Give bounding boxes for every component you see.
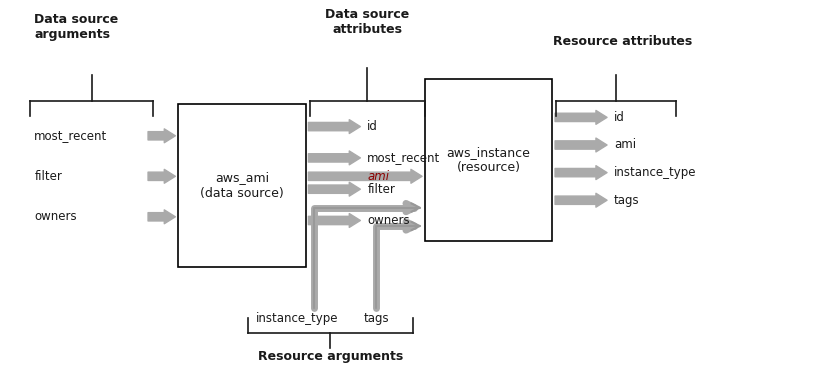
FancyArrowPatch shape (555, 193, 607, 207)
FancyArrowPatch shape (148, 210, 176, 224)
FancyBboxPatch shape (178, 105, 305, 266)
Text: filter: filter (35, 170, 62, 183)
FancyArrowPatch shape (555, 138, 607, 152)
FancyArrowPatch shape (148, 169, 176, 183)
FancyArrowPatch shape (309, 182, 361, 196)
Text: most_recent: most_recent (367, 151, 441, 164)
FancyArrowPatch shape (309, 119, 361, 134)
FancyArrowPatch shape (309, 214, 361, 227)
Text: ami: ami (614, 138, 636, 151)
FancyArrowPatch shape (148, 129, 176, 143)
Text: Resource arguments: Resource arguments (257, 350, 403, 363)
FancyArrowPatch shape (309, 151, 361, 165)
Text: instance_type: instance_type (257, 312, 339, 325)
Text: instance_type: instance_type (614, 166, 696, 179)
FancyArrowPatch shape (309, 169, 422, 183)
FancyArrowPatch shape (555, 166, 607, 180)
Text: tags: tags (363, 312, 389, 325)
Text: owners: owners (35, 210, 77, 223)
Text: Data source
arguments: Data source arguments (35, 13, 119, 41)
Text: aws_ami
(data source): aws_ami (data source) (200, 171, 284, 200)
FancyArrowPatch shape (555, 111, 607, 124)
Text: aws_instance
(resource): aws_instance (resource) (446, 146, 530, 174)
Text: id: id (367, 120, 378, 133)
Text: ami: ami (367, 170, 389, 183)
Text: most_recent: most_recent (35, 129, 107, 142)
Text: tags: tags (614, 194, 639, 207)
Text: id: id (614, 111, 625, 124)
FancyBboxPatch shape (425, 79, 552, 241)
Text: filter: filter (367, 183, 395, 196)
Text: owners: owners (367, 214, 410, 227)
Text: Resource attributes: Resource attributes (553, 35, 692, 48)
Text: Data source
attributes: Data source attributes (325, 8, 409, 36)
